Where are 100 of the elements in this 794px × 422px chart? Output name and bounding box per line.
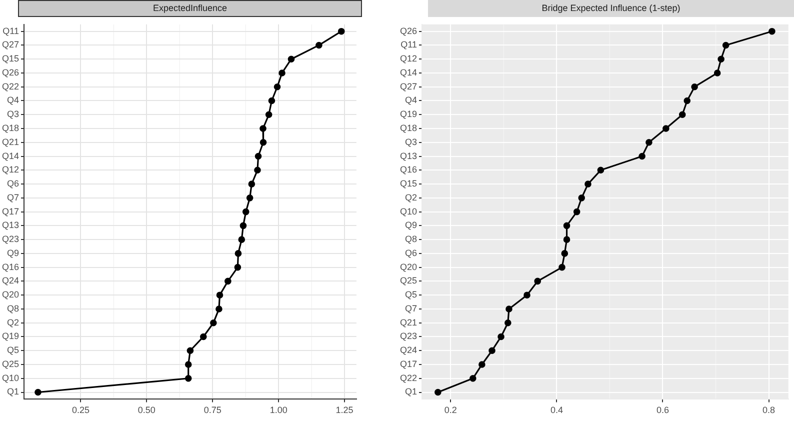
point [216,306,222,312]
point [184,374,192,382]
point [678,111,686,118]
point [288,56,295,63]
point [238,236,246,243]
y-tick-label: Q19 [400,109,418,120]
point [186,347,194,354]
y-tick-label: Q8 [404,234,418,244]
point [662,125,670,132]
point [240,222,247,230]
point [216,292,224,298]
y-tick-label: Q21 [2,136,20,147]
point [34,388,42,396]
y-tick-label: Q5 [6,345,20,356]
y-tick-label: Q15 [2,54,20,64]
point [563,236,570,243]
x-tick-label: 0.6 [656,405,669,416]
point [316,42,322,49]
point [234,264,242,271]
point [260,138,267,146]
y-tick-label: Q9 [404,220,418,230]
y-tick-label: Q15 [400,178,418,189]
x-tick-label: 0.8 [762,405,776,416]
point [584,180,592,188]
point [646,138,652,146]
point [434,388,442,396]
y-tick-label: Q22 [400,372,418,383]
point [254,152,262,160]
y-tick-label: Q24 [400,345,418,356]
point [504,319,512,326]
y-tick-label: Q21 [400,317,418,328]
point [254,166,261,174]
y-tick-label: Q6 [404,248,418,258]
y-tick-label: Q10 [400,206,418,216]
point [498,333,504,340]
y-tick-label: Q7 [404,303,418,314]
x-tick-label: 1.00 [270,405,288,416]
point [558,264,566,271]
point [506,306,512,312]
point [638,152,646,160]
point [488,347,496,354]
y-tick-label: Q3 [404,136,418,147]
y-tick-label: Q19 [2,331,20,342]
y-tick-label: Q10 [2,372,20,383]
point [578,194,586,202]
point [718,56,724,63]
y-tick-label: Q9 [6,248,20,258]
y-tick-label: Q2 [6,317,20,328]
point [234,250,242,257]
y-tick-label: Q1 [6,386,20,397]
point [184,361,192,368]
y-tick-label: Q25 [400,276,418,286]
point [714,70,721,76]
y-tick-label: Q27 [400,81,418,92]
y-tick-label: Q17 [2,206,20,216]
point [210,319,217,326]
y-tick-label: Q27 [2,40,20,50]
y-tick-label: Q16 [400,164,418,175]
point [561,250,568,257]
x-tick-label: 0.75 [204,405,222,416]
point [563,222,570,230]
point [684,97,691,104]
chart-title: ExpectedInfluence [18,0,362,17]
y-tick-label: Q4 [6,95,20,106]
x-tick-label: 0.4 [550,405,563,416]
point [274,83,281,90]
point [597,166,604,174]
y-tick-label: Q25 [2,358,20,369]
y-tick-label: Q14 [400,67,418,78]
point [268,97,276,104]
point [278,70,286,76]
y-tick-label: Q20 [2,290,20,300]
y-tick-label: Q2 [404,192,418,202]
point [246,194,254,202]
y-tick-label: Q11 [2,26,20,36]
point [248,180,256,188]
y-tick-label: Q26 [400,26,418,36]
y-tick-label: Q7 [6,192,20,202]
y-tick-label: Q3 [6,109,20,120]
y-tick-label: Q14 [2,150,20,161]
point [524,292,530,298]
y-tick-label: Q5 [404,290,418,300]
y-tick-label: Q18 [2,122,20,133]
x-tick-label: 0.25 [72,405,90,416]
y-tick-label: Q23 [2,234,20,244]
y-tick-label: Q8 [6,303,20,314]
y-tick-label: Q13 [2,220,20,230]
point [534,278,541,285]
y-tick-label: Q11 [400,40,418,50]
y-tick-label: Q17 [400,358,418,369]
y-tick-label: Q26 [2,67,20,78]
y-tick-label: Q16 [2,262,20,272]
x-tick-label: 1.25 [336,405,354,416]
point [200,333,207,340]
point [470,374,476,382]
point [260,125,266,132]
y-tick-label: Q1 [404,386,418,397]
y-tick-label: Q4 [404,95,418,106]
y-tick-label: Q23 [400,331,418,342]
x-tick-label: 0.50 [138,405,156,416]
